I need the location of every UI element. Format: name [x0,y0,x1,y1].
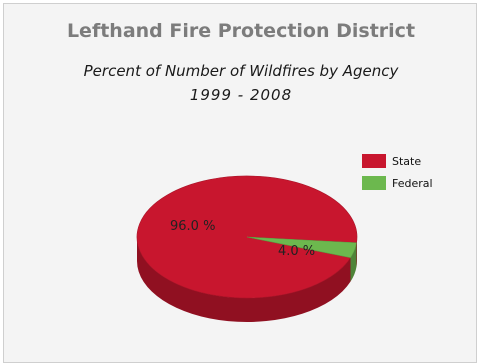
data-label-federal: 4.0 % [278,244,315,259]
chart-frame: Lefthand Fire Protection District Percen… [3,3,477,363]
legend-label-state: State [392,154,422,168]
chart-title: Lefthand Fire Protection District [66,20,416,42]
legend: State Federal [362,150,433,194]
pie-chart: 96.0 % 4.0 % [136,175,358,323]
pie-side-federal [350,242,357,282]
pie-side-state [137,237,351,323]
legend-label-federal: Federal [392,176,433,190]
legend-swatch-federal [362,176,386,190]
chart-subtitle: Percent of Number of Wildfires by Agency [83,62,399,80]
legend-item-state: State [362,150,433,172]
data-label-state: 96.0 % [170,219,215,234]
legend-swatch-state [362,154,386,168]
legend-item-federal: Federal [362,172,433,194]
pie-slice-federal [246,236,357,259]
chart-subtitle-years: 1999 - 2008 [189,86,293,104]
